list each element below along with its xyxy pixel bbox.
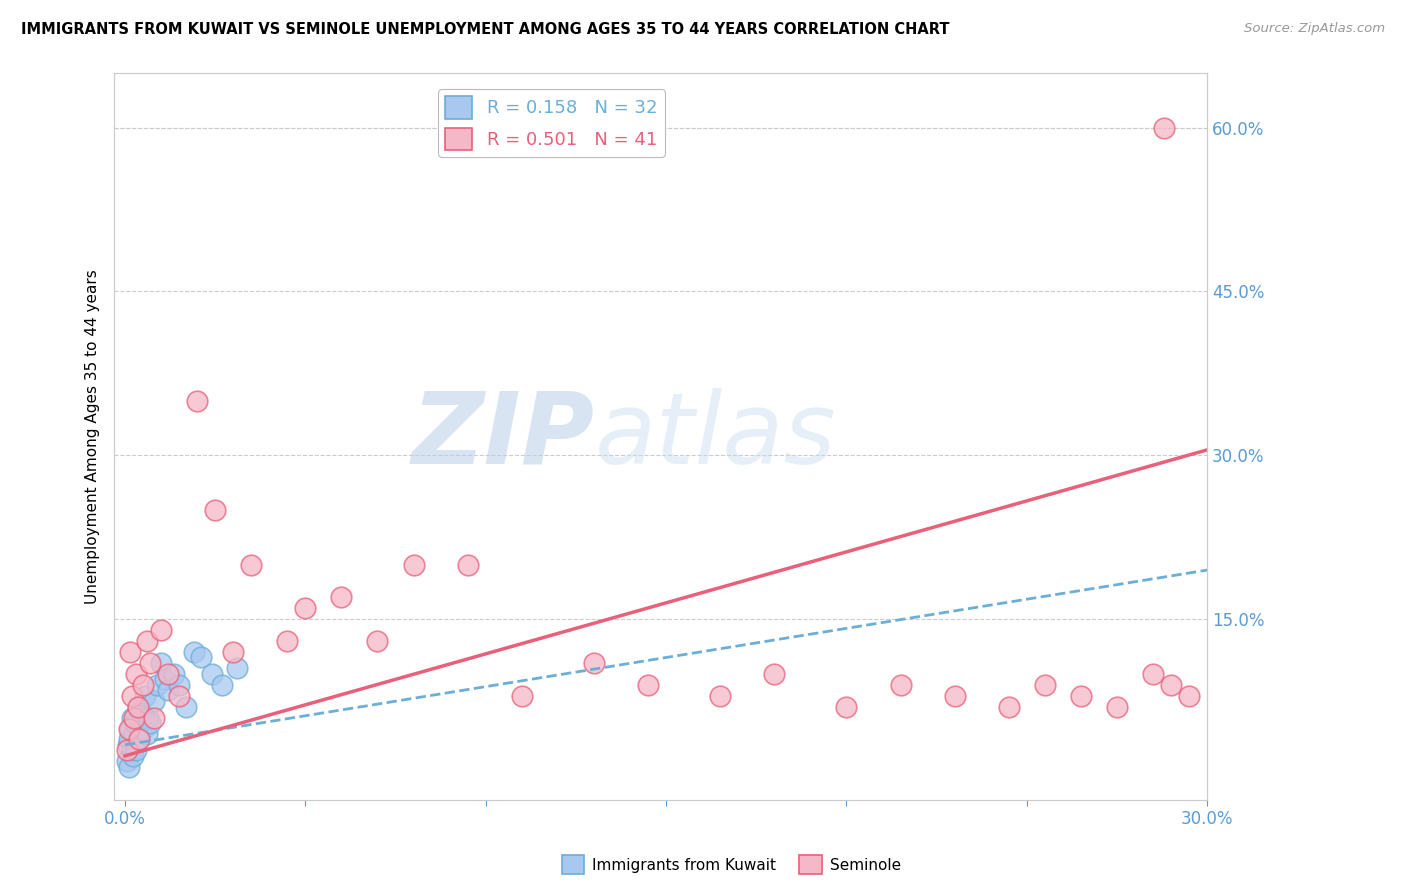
Point: [366, 634, 388, 648]
Point: [402, 558, 425, 572]
Legend: Immigrants from Kuwait, Seminole: Immigrants from Kuwait, Seminole: [555, 849, 907, 880]
Point: [132, 722, 155, 736]
Point: [183, 645, 205, 659]
Point: [128, 732, 150, 747]
Point: [142, 694, 165, 708]
Point: [124, 716, 146, 731]
Point: [457, 558, 479, 572]
Point: [1105, 699, 1128, 714]
Point: [330, 591, 353, 605]
Point: [122, 727, 145, 741]
Point: [146, 678, 169, 692]
Point: [122, 710, 145, 724]
Point: [118, 732, 141, 747]
Point: [120, 722, 142, 736]
Point: [121, 710, 143, 724]
Point: [150, 623, 173, 637]
Point: [115, 743, 138, 757]
Point: [889, 678, 911, 692]
Point: [186, 393, 208, 408]
Point: [129, 705, 152, 719]
Point: [510, 689, 533, 703]
Point: [117, 738, 139, 752]
Point: [200, 666, 222, 681]
Point: [135, 727, 157, 741]
Point: [1142, 666, 1164, 681]
Point: [132, 678, 155, 692]
Point: [125, 743, 148, 757]
Point: [835, 699, 858, 714]
Point: [1033, 678, 1056, 692]
Point: [134, 689, 156, 703]
Point: [167, 678, 190, 692]
Point: [157, 683, 180, 698]
Point: [637, 678, 659, 692]
Point: [128, 732, 150, 747]
Point: [127, 699, 149, 714]
Point: [120, 645, 142, 659]
Point: [167, 689, 190, 703]
Point: [157, 666, 180, 681]
Point: [240, 558, 263, 572]
Point: [709, 689, 731, 703]
Point: [139, 716, 162, 731]
Y-axis label: Unemployment Among Ages 35 to 44 years: Unemployment Among Ages 35 to 44 years: [86, 268, 100, 604]
Text: IMMIGRANTS FROM KUWAIT VS SEMINOLE UNEMPLOYMENT AMONG AGES 35 TO 44 YEARS CORREL: IMMIGRANTS FROM KUWAIT VS SEMINOLE UNEMP…: [21, 22, 949, 37]
Text: ZIP: ZIP: [412, 388, 595, 484]
Point: [121, 743, 143, 757]
Point: [121, 689, 143, 703]
Point: [276, 634, 298, 648]
Point: [943, 689, 966, 703]
Point: [222, 645, 245, 659]
Point: [1160, 678, 1182, 692]
Point: [225, 661, 247, 675]
Point: [1153, 120, 1175, 135]
Point: [190, 650, 212, 665]
Point: [122, 748, 145, 763]
Point: [115, 754, 138, 768]
Point: [1070, 689, 1092, 703]
Point: [294, 601, 316, 615]
Text: atlas: atlas: [595, 388, 837, 484]
Point: [153, 673, 176, 687]
Legend: R = 0.158   N = 32, R = 0.501   N = 41: R = 0.158 N = 32, R = 0.501 N = 41: [439, 89, 665, 157]
Point: [176, 699, 198, 714]
Point: [117, 722, 139, 736]
Text: Source: ZipAtlas.com: Source: ZipAtlas.com: [1244, 22, 1385, 36]
Point: [142, 710, 165, 724]
Point: [582, 656, 605, 670]
Point: [997, 699, 1019, 714]
Point: [138, 710, 160, 724]
Point: [127, 699, 149, 714]
Point: [150, 656, 173, 670]
Point: [135, 634, 157, 648]
Point: [139, 656, 162, 670]
Point: [204, 503, 226, 517]
Point: [163, 666, 186, 681]
Point: [117, 760, 139, 774]
Point: [125, 666, 148, 681]
Point: [1178, 689, 1201, 703]
Point: [211, 678, 233, 692]
Point: [763, 666, 786, 681]
